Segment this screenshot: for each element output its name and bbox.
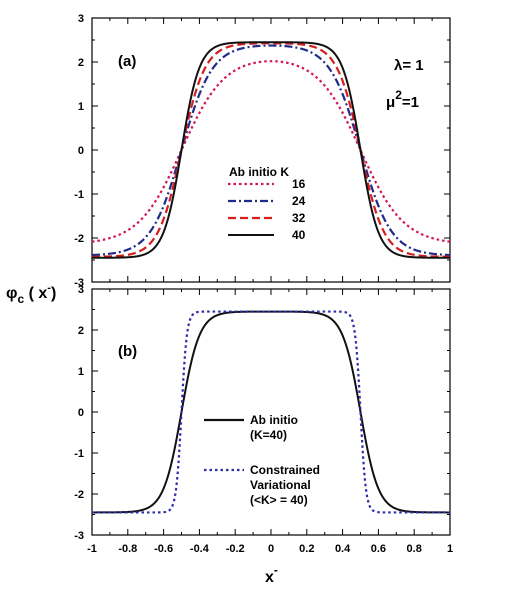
panel-b-y-tick-label: -2 — [74, 489, 84, 501]
panel-b-axes: -3 -2 -1 0 1 2 3 -1 -0.8 -0.6 -0.4 -0.2 0 0.2 0.4 0.6 0.… — [74, 284, 453, 555]
panel-b-y-tick-label: -1 — [74, 448, 84, 460]
panel-b-y-tick-label: 3 — [78, 284, 84, 296]
x-tick-label: 1 — [447, 543, 453, 555]
panel-a-y-tick-label: -1 — [74, 189, 84, 201]
series-line-b-ab-initio — [92, 310, 450, 514]
panel-b-y-tick-label: -3 — [74, 530, 84, 542]
panel-a-axes: -3 -2 -1 0 1 2 3 — [74, 13, 451, 289]
series-line-a-24 — [91, 44, 451, 257]
series-line-b-constrained — [92, 310, 450, 514]
x-tick-label: -0.4 — [190, 543, 210, 555]
y-axis-label: φc ( x-) — [6, 282, 56, 306]
legend-b-label: Ab initio — [250, 413, 298, 427]
panel-b-y-tick-label: 0 — [78, 407, 84, 419]
x-tick-label: 0.4 — [335, 543, 351, 555]
legend-b-label: (<K> = 40) — [250, 493, 308, 507]
series-line-a-40 — [92, 41, 450, 259]
series-line-a-32 — [91, 42, 451, 258]
x-tick-label: -0.2 — [226, 543, 245, 555]
legend-a: 16 24 32 40 — [228, 177, 306, 242]
legend-a-label: 32 — [292, 211, 306, 225]
x-tick-label: -1 — [87, 543, 97, 555]
lambda-annotation: λ= 1 — [394, 57, 424, 74]
x-tick-label: 0.8 — [407, 543, 422, 555]
panel-a-y-tick-label: -2 — [74, 233, 84, 245]
panel-b-y-tick-label: 2 — [78, 325, 84, 337]
x-tick-label: -0.8 — [118, 543, 137, 555]
legend-a-title: Ab initio K — [229, 165, 289, 179]
mu-annotation: μ2=1 — [386, 88, 419, 111]
panel-b-y-tick-label: 1 — [78, 366, 84, 378]
panel-a-label: (a) — [118, 53, 136, 70]
panel-a-y-tick-label: 1 — [78, 101, 84, 113]
panel-a-curves — [91, 41, 451, 259]
panel-b-curves — [92, 310, 450, 514]
legend-a-label: 40 — [292, 228, 306, 242]
x-tick-label: 0.6 — [371, 543, 386, 555]
series-line-a-16 — [91, 60, 451, 243]
panel-a-y-tick-label: 2 — [78, 57, 84, 69]
x-tick-label: 0.2 — [299, 543, 314, 555]
legend-b-label: (K=40) — [250, 428, 287, 442]
legend-a-label: 16 — [292, 177, 306, 191]
legend-a-label: 24 — [292, 194, 306, 208]
x-tick-label: -0.6 — [154, 543, 173, 555]
legend-b-label: Constrained — [250, 463, 320, 477]
panel-a-y-tick-label: 3 — [78, 13, 84, 25]
x-tick-label: 0 — [268, 543, 274, 555]
x-axis-label: x- — [265, 563, 278, 586]
legend-b: Ab initio(K=40) ConstrainedVariational(<K… — [204, 413, 320, 507]
legend-b-label: Variational — [250, 478, 311, 492]
panel-a-y-tick-label: -3 — [74, 277, 84, 289]
panel-a-y-tick-label: 0 — [78, 145, 84, 157]
panel-b-label: (b) — [118, 343, 137, 360]
